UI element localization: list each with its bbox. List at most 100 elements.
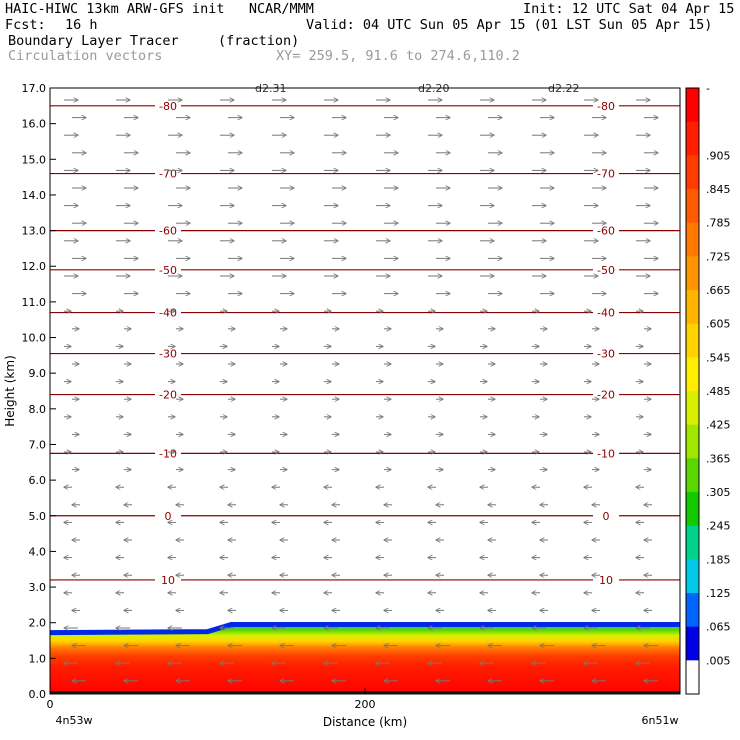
colorbar-swatch <box>686 323 699 358</box>
colorbar-label: - <box>706 82 710 95</box>
init-time: Init: 12 UTC Sat 04 Apr 15 <box>523 1 735 17</box>
colorbar-swatch <box>686 559 699 594</box>
contour-label-bg <box>155 388 181 400</box>
y-tick-label: 17.0 <box>22 82 47 95</box>
y-tick-label: 6.0 <box>29 474 47 487</box>
contour-label: 10 <box>161 574 175 587</box>
colorbar-label: .785 <box>706 217 731 230</box>
contour-label-bg <box>593 347 619 359</box>
plot-frame <box>49 87 681 695</box>
contour-label-bg <box>155 99 181 111</box>
contour-label-bg <box>155 263 181 275</box>
x-endpoint-label: 6n51w <box>642 714 679 727</box>
contour-label-bg <box>593 263 619 275</box>
colorbar-label: .665 <box>706 284 731 297</box>
colorbar-swatch <box>686 290 699 325</box>
contour-label: -20 <box>159 389 177 402</box>
contour-label: -60 <box>159 225 177 238</box>
tracer-field <box>50 624 680 694</box>
y-tick-label: 14.0 <box>22 189 47 202</box>
y-tick-label: 11.0 <box>22 296 47 309</box>
fcst-value: 16 h <box>65 17 98 33</box>
y-tick-label: 7.0 <box>29 438 47 451</box>
contour-label: 10 <box>599 574 613 587</box>
colorbar-label: .005 <box>706 654 731 667</box>
colorbar-label: .305 <box>706 486 731 499</box>
colorbar-swatch <box>686 391 699 426</box>
contour-label-bg <box>155 306 181 318</box>
contour-label: -30 <box>159 348 177 361</box>
colorbar-label: .185 <box>706 553 731 566</box>
y-tick-label: 3.0 <box>29 581 47 594</box>
colorbar-frame <box>685 87 700 695</box>
contour-label-bg <box>593 224 619 236</box>
colorbar-label: .065 <box>706 621 731 634</box>
x-axis-label: Distance (km) <box>323 715 407 729</box>
x-endpoint-label: 4n53w <box>56 714 93 727</box>
field-name: Boundary Layer Tracer <box>8 33 179 49</box>
y-tick-label: 4.0 <box>29 545 47 558</box>
contour-label-bg <box>155 447 181 459</box>
colorbar-label: .905 <box>706 149 731 162</box>
colorbar-swatch <box>686 155 699 190</box>
contour-label: -50 <box>597 264 615 277</box>
contour-label-bg <box>155 167 181 179</box>
colorbar-swatch <box>686 357 699 392</box>
colorbar-swatch <box>686 256 699 291</box>
y-tick-label: 5.0 <box>29 510 47 523</box>
contour-label: -20 <box>597 389 615 402</box>
y-tick-label: 15.0 <box>22 153 47 166</box>
contour-label-bg <box>593 306 619 318</box>
contour-label-bg <box>593 509 619 521</box>
colorbar-swatch <box>686 458 699 493</box>
contour-label-bg <box>155 573 181 585</box>
colorbar-label: .545 <box>706 351 731 364</box>
valid-time: Valid: 04 UTC Sun 05 Apr 15 (01 LST Sun … <box>306 17 713 33</box>
contour-label: 0 <box>165 510 172 523</box>
contour-label: -60 <box>597 225 615 238</box>
title-left: HAIC-HIWC 13km ARW-GFS init NCAR/MMM <box>5 1 314 17</box>
contour-label: -10 <box>159 447 177 460</box>
contour-label-bg <box>593 388 619 400</box>
contour-label: -40 <box>159 307 177 320</box>
colorbar-swatch <box>686 121 699 156</box>
contour-label-bg <box>155 509 181 521</box>
colorbar-swatch <box>686 593 699 628</box>
contour-label: -40 <box>597 307 615 320</box>
contour-label-bg <box>593 99 619 111</box>
x-tick-label: 0 <box>47 698 54 711</box>
contour-label: -70 <box>159 168 177 181</box>
contour-label: -80 <box>597 100 615 113</box>
colorbar-label: .845 <box>706 183 731 196</box>
colorbar-label: .425 <box>706 419 731 432</box>
colorbar-swatch <box>686 88 699 123</box>
colorbar-swatch <box>686 660 699 695</box>
y-tick-label: 2.0 <box>29 617 47 630</box>
contour-label: -80 <box>159 100 177 113</box>
y-tick-label: 10.0 <box>22 332 47 345</box>
y-tick-label: 0.0 <box>29 688 47 701</box>
contour-label-bg <box>593 573 619 585</box>
xy-coordinates: XY= 259.5, 91.6 to 274.6,110.2 <box>276 48 520 64</box>
contour-label: 0 <box>603 510 610 523</box>
colorbar-label: .605 <box>706 318 731 331</box>
colorbar-swatch <box>686 492 699 527</box>
contour-label: -10 <box>597 447 615 460</box>
y-axis-label: Height (km) <box>3 355 17 426</box>
colorbar-swatch <box>686 189 699 224</box>
x-tick-label: 200 <box>355 698 376 711</box>
y-tick-label: 9.0 <box>29 367 47 380</box>
colorbar-label: .245 <box>706 520 731 533</box>
contour-label-bg <box>593 447 619 459</box>
colorbar-label: .125 <box>706 587 731 600</box>
colorbar-swatch <box>686 525 699 560</box>
colorbar-label: .485 <box>706 385 731 398</box>
colorbar-label: .725 <box>706 250 731 263</box>
contour-label-bg <box>155 347 181 359</box>
tracer-top-edge <box>49 621 680 636</box>
contour-label: -30 <box>597 348 615 361</box>
field-units: (fraction) <box>218 33 300 49</box>
overlay-name: Circulation vectors <box>8 48 163 64</box>
contour-label: -50 <box>159 264 177 277</box>
